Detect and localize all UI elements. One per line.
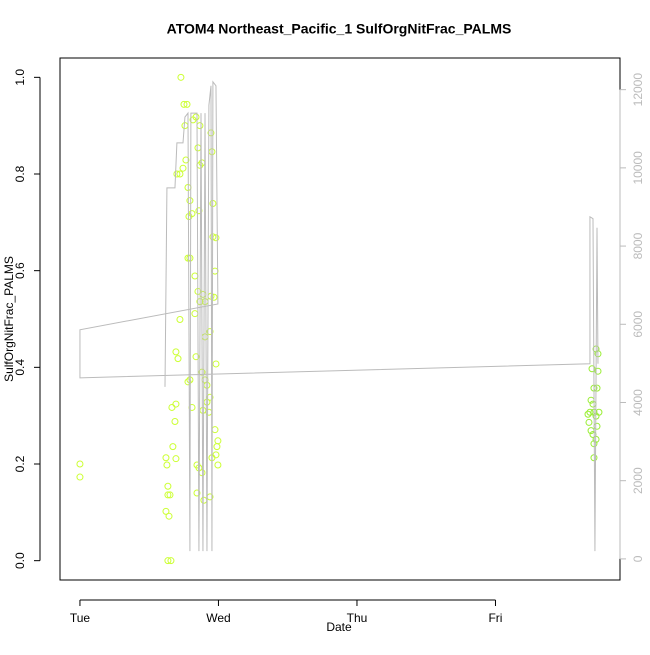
- data-point: [213, 443, 221, 451]
- data-point: [173, 170, 181, 178]
- data-point: [191, 272, 199, 280]
- data-point: [201, 333, 209, 341]
- data-point: [186, 197, 194, 205]
- data-point: [196, 122, 204, 130]
- x-tick-label: Tue: [70, 611, 91, 625]
- data-point: [179, 164, 187, 172]
- plot-frame: [59, 57, 621, 581]
- data-point: [214, 461, 222, 469]
- y2-tick-label: 6000: [631, 311, 645, 338]
- data-point: [76, 460, 84, 468]
- data-point: [172, 348, 180, 356]
- data-point: [212, 360, 220, 368]
- data-point: [199, 290, 207, 298]
- y-tick-label: 1.0: [13, 69, 27, 86]
- data-point: [594, 367, 602, 375]
- data-point: [165, 512, 173, 520]
- data-point: [176, 170, 184, 178]
- data-point: [214, 437, 222, 445]
- data-point: [200, 496, 208, 504]
- x-tick-label: Fri: [488, 611, 502, 625]
- data-point: [203, 381, 211, 389]
- y-tick-label: 0.4: [13, 359, 27, 376]
- y-tick-label: 0.6: [13, 262, 27, 279]
- data-point: [186, 254, 194, 262]
- y-tick-label: 0.0: [13, 552, 27, 569]
- data-point: [211, 426, 219, 434]
- data-point: [164, 482, 172, 490]
- data-point: [208, 148, 216, 156]
- data-point: [166, 491, 174, 499]
- data-point: [206, 328, 214, 336]
- data-point: [164, 557, 172, 565]
- data-point: [199, 406, 207, 414]
- data-point: [162, 454, 170, 462]
- data-point: [192, 113, 200, 121]
- data-point: [183, 100, 191, 108]
- y-tick-label: 0.2: [13, 455, 27, 472]
- data-point: [76, 473, 84, 481]
- x-tick-label: Thu: [347, 611, 368, 625]
- y2-tick-label: 8000: [631, 232, 645, 259]
- data-point: [191, 310, 199, 318]
- chart-title: ATOM4 Northeast_Pacific_1 SulfOrgNitFrac…: [167, 21, 512, 37]
- y2-tick-label: 0: [631, 555, 645, 562]
- data-point: [586, 408, 594, 416]
- data-point: [206, 393, 214, 401]
- data-point: [167, 557, 175, 565]
- data-point: [168, 403, 176, 411]
- data-point: [593, 422, 601, 430]
- data-point: [180, 100, 188, 108]
- data-point: [174, 355, 182, 363]
- data-point: [194, 144, 202, 152]
- data-point: [172, 455, 180, 463]
- data-point: [172, 400, 180, 408]
- data-point: [198, 469, 206, 477]
- data-point: [164, 491, 172, 499]
- data-point: [177, 73, 185, 81]
- data-point: [182, 156, 190, 164]
- data-point: [169, 443, 177, 451]
- data-point: [176, 315, 184, 323]
- data-point: [193, 489, 201, 497]
- y2-tick-label: 4000: [631, 389, 645, 416]
- data-point: [584, 410, 592, 418]
- data-point: [162, 507, 170, 515]
- data-point: [171, 417, 179, 425]
- data-point: [188, 210, 196, 218]
- data-point: [163, 461, 171, 469]
- y2-tick-label: 2000: [631, 467, 645, 494]
- data-point: [588, 365, 596, 373]
- data-point: [192, 353, 200, 361]
- data-point: [585, 418, 593, 426]
- x-tick-label: Wed: [206, 611, 230, 625]
- x-axis-label: Date: [326, 620, 352, 634]
- y-tick-label: 0.8: [13, 165, 27, 182]
- line-series: [79, 80, 599, 552]
- y-axis-label: SulfOrgNitFrac_PALMS: [2, 256, 16, 382]
- y2-tick-label: 10000: [631, 151, 645, 185]
- data-point: [184, 378, 192, 386]
- y2-tick-label: 12000: [631, 73, 645, 107]
